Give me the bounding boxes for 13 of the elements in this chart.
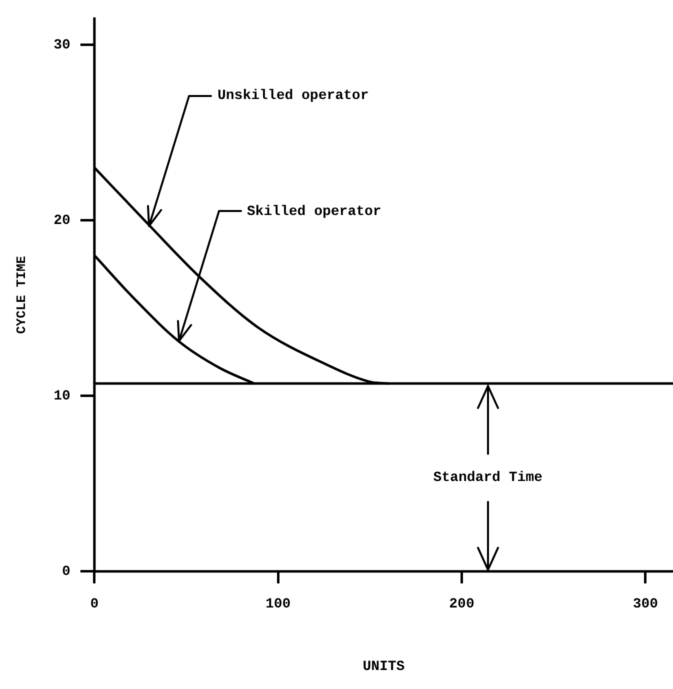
x-axis-title: UNITS: [362, 659, 405, 676]
y-axis-title: CYCLE TIME: [14, 256, 30, 334]
annotation: Skilled operator: [246, 204, 382, 220]
y-tick-label: 10: [54, 388, 70, 404]
x-tick-label: 300: [632, 596, 658, 612]
x-tick-label: 100: [265, 596, 291, 612]
x-tick-label: 200: [449, 596, 474, 612]
ref-line-label: Standard Time: [433, 470, 542, 486]
x-tick-label: 0: [90, 596, 99, 612]
y-tick-label: 0: [62, 564, 70, 580]
y-tick-label: 20: [54, 212, 70, 229]
annotation: Unskilled operator: [218, 88, 369, 104]
y-tick-label: 30: [54, 37, 70, 54]
